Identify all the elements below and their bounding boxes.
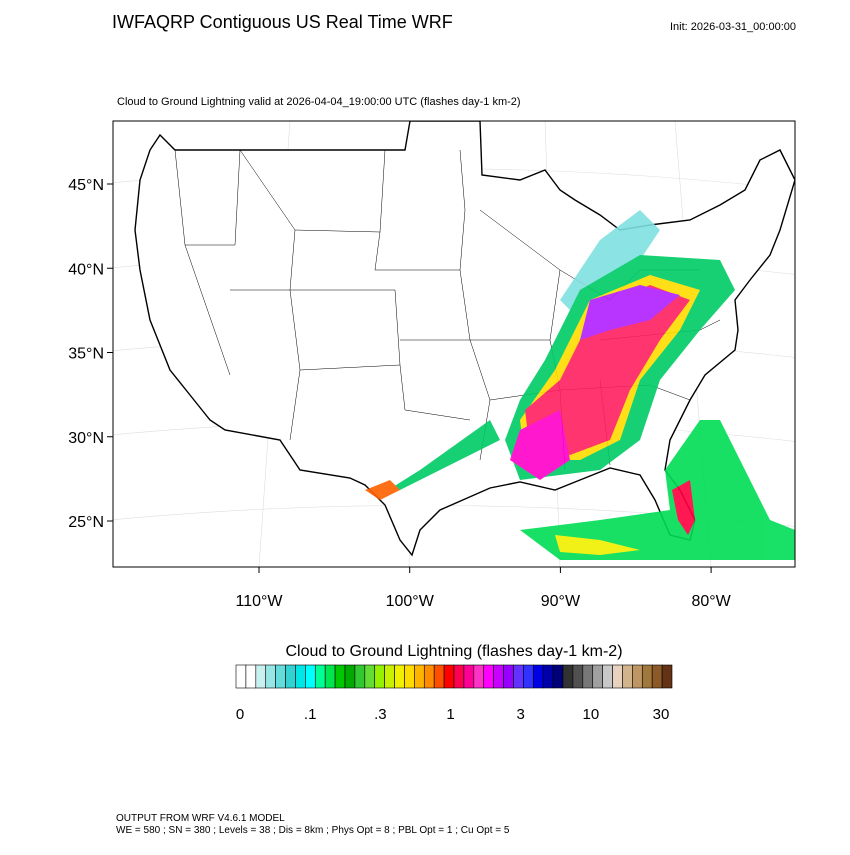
lat-label: 45°N [68,177,104,194]
color-swatch [423,664,435,689]
lon-label: 80°W [691,593,731,610]
color-swatch [503,664,514,689]
color-swatch [641,664,653,689]
map: 45°N 40°N 35°N 30°N 25°N 110°W 100°W 90°W 80°W [68,120,796,610]
colorbar-label: 30 [653,706,670,723]
color-swatch [562,664,574,689]
lat-label: 25°N [68,514,104,531]
color-swatch [404,664,415,689]
color-swatch [384,664,395,689]
color-swatch [612,664,623,689]
footer-line: WE = 580 ; SN = 380 ; Levels = 38 ; Dis … [116,825,510,836]
colorbar-title: Cloud to Ground Lightning (flashes day-1… [285,643,622,660]
color-swatch [602,664,613,689]
color-swatch [651,664,663,689]
color-swatch [334,664,346,689]
color-swatch [582,664,594,689]
color-swatch [572,664,584,689]
init-time: Init: 2026-03-31_00:00:00 [670,21,796,33]
color-swatch [453,664,465,689]
colorbar-label: 3 [516,706,524,723]
title: IWFAQRP Contiguous US Real Time WRF [112,12,453,32]
colorbar-label: 0 [236,706,244,723]
color-swatch [661,664,673,689]
color-swatch [255,664,267,689]
lon-label: 90°W [541,593,581,610]
lon-label: 100°W [386,593,435,610]
footer-line: OUTPUT FROM WRF V4.6.1 MODEL [116,813,285,824]
colorbar-label: 10 [582,706,599,723]
lon-label: 110°W [235,593,283,610]
color-swatch [394,664,405,689]
color-swatch [443,664,455,689]
lon-labels: 110°W 100°W 90°W 80°W [235,567,732,610]
color-swatch [305,664,316,689]
map-frame [112,120,796,568]
color-swatch [245,664,257,689]
lat-label: 30°N [68,430,104,447]
color-swatch [374,664,385,689]
colorbar-label: .1 [304,706,317,723]
color-swatch [463,664,475,689]
lat-label: 35°N [68,346,104,363]
color-swatch [275,664,286,689]
color-swatch [632,664,643,689]
lat-label: 40°N [68,261,104,278]
colorbar [235,664,673,689]
color-swatch [265,664,276,689]
color-swatch [622,664,633,689]
color-swatch [532,664,544,689]
color-swatch [414,664,425,689]
color-swatch [344,664,356,689]
lat-labels: 45°N 40°N 35°N 30°N 25°N [68,177,113,531]
color-swatch [285,664,296,689]
color-swatch [235,664,247,689]
color-swatch [354,664,366,689]
color-swatch [364,664,376,689]
color-swatch [493,664,504,689]
color-swatch [483,664,494,689]
color-swatch [552,664,564,689]
colorbar-label: .3 [374,706,387,723]
color-swatch [295,664,306,689]
colorbar-label: 1 [446,706,454,723]
color-swatch [314,664,326,689]
color-swatch [592,664,603,689]
color-swatch [513,664,524,689]
lightning [365,210,795,560]
subtitle: Cloud to Ground Lightning valid at 2026-… [117,96,521,108]
color-swatch [542,664,554,689]
colorbar-labels: 0 .1 .3 1 3 10 30 [236,706,670,723]
color-swatch [324,664,336,689]
color-swatch [523,664,534,689]
color-swatch [433,664,445,689]
color-swatch [473,664,485,689]
